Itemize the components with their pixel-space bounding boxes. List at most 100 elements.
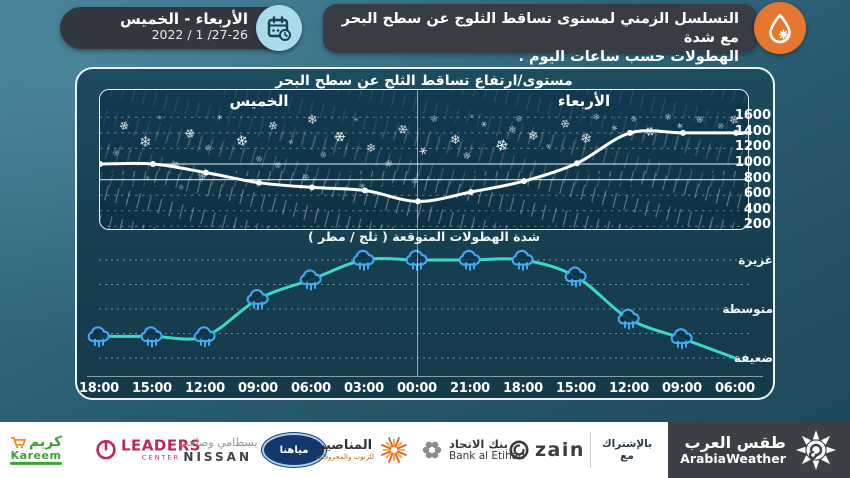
intensity-level-label: ضعيفة [733, 351, 773, 365]
snow-level-point [733, 129, 739, 136]
rain-cloud-icon [352, 249, 375, 271]
day-label-thursday: الخميس [229, 92, 289, 110]
time-tick-label: 03:00 [344, 381, 384, 396]
rain-streaks-layer [100, 90, 748, 153]
time-tick-label: 18:00 [79, 381, 119, 396]
time-axis: 18:00 15:00 12:00 09:00 06:00 03:00 00:00 21:00… [79, 381, 755, 401]
sponsor-leaders-logo: LEADERS CENTER [96, 436, 201, 462]
time-tick-label: 06:00 [715, 381, 755, 396]
rain-cloud-icon [670, 328, 693, 350]
power-button-icon [96, 440, 116, 460]
x-axis-baseline [87, 376, 763, 377]
time-tick-label: 09:00 [662, 381, 702, 396]
shopping-cart-icon [11, 436, 26, 449]
arabiaweather-brand-block: طقس العرب ArabiaWeather [668, 422, 850, 478]
manaseer-subtitle: للزيوت والمحروقات [316, 452, 375, 461]
rain-cloud-icon [405, 249, 428, 271]
rain-cloud-icon [140, 326, 163, 348]
kareem-underline [10, 462, 63, 466]
date-badge-days: الأربعاء - الخميس [120, 10, 248, 28]
time-tick-label: 15:00 [556, 381, 596, 396]
miyahuna-name: مياهنا [279, 444, 309, 456]
snow-level-point [150, 161, 156, 167]
time-tick-label: 09:00 [238, 381, 278, 396]
leaders-subtitle: CENTER [141, 453, 181, 462]
y-axis-tick-label: 1400 [734, 124, 771, 139]
kareem-english-name: Kareem [10, 448, 62, 462]
day-label-wednesday: الأربعاء [557, 92, 611, 110]
intensity-plot [87, 249, 749, 360]
snow-level-point [415, 198, 421, 205]
time-tick-label: 00:00 [397, 381, 437, 396]
date-badge: الأربعاء - الخميس 2022 / 1 /27-26 [60, 5, 302, 51]
time-tick-label: 06:00 [291, 381, 331, 396]
snowflake-icon: ❄ [592, 113, 601, 123]
sunburst-icon [381, 437, 407, 463]
rain-cloud-icon [193, 326, 216, 348]
sponsor-miyahuna-logo: مياهنا [262, 433, 326, 467]
rain-cloud-icon [511, 249, 534, 271]
y-axis-tick-label: 800 [743, 171, 771, 186]
sponsor-nissan-logo: بسطامي وصاحب NISSAN [178, 437, 257, 463]
y-axis-tick-label: 1000 [734, 155, 771, 170]
bank-rosette-icon [422, 441, 442, 459]
raindrop-snowflake-icon [754, 2, 806, 54]
snow-level-point [680, 129, 686, 136]
snow-level-point [574, 160, 580, 167]
calendar-clock-icon [256, 5, 302, 51]
infographic-title-line2: الهطولات حسب ساعات اليوم . [518, 49, 739, 66]
arabiaweather-sun-icon [795, 430, 836, 470]
manaseer-name: المناصير [317, 438, 373, 453]
title-badge: التسلسل الزمني لمستوى تساقط الثلوج عن سط… [323, 4, 757, 65]
infographic-title-line1: التسلسل الزمني لمستوى تساقط الثلوج عن سط… [341, 11, 739, 47]
leaders-name: LEADERS [121, 436, 201, 455]
day-divider-line [417, 90, 418, 376]
y-axis-tick-label: 600 [743, 186, 771, 201]
sponsor-zain-logo: zain [508, 439, 585, 461]
snow-level-point [203, 169, 209, 176]
rain-cloud-icon [246, 288, 269, 311]
snow-level-plot [100, 116, 748, 227]
snow-level-chart: ❄ ❄ ❄ * ❄ ❄ ❄ * ❄ ❄ ❄ * ❄ ❄ ❄ * ❄ ❄ ❄ * ❄ ❄ ❄ * ❄ ❄ ❄ * ❄ ❄ ❄ * ❄ ❄ ❄ * ❄ ❄ ❄ *… [99, 89, 749, 230]
nissan-name: NISSAN [183, 449, 252, 464]
rain-streaks-layer [100, 131, 748, 188]
bank-arabic-name: بنك الاتحاد [449, 436, 509, 451]
time-tick-label: 21:00 [450, 381, 490, 396]
partnership-label: بالإشتراك مع [601, 438, 653, 462]
y-axis-tick-label: 400 [743, 202, 771, 217]
y-axis-tick-label: 1200 [734, 139, 771, 154]
zain-swirl-icon [509, 440, 529, 460]
brand-english-name: ArabiaWeather [680, 450, 786, 466]
snow-chart-title: مستوى/ارتفاع تساقط الثلج عن سطح البحر [275, 73, 573, 89]
sponsor-kareem-logo: كريم Kareem [10, 433, 63, 466]
footer-divider [590, 432, 591, 468]
miyahuna-oval: مياهنا [262, 433, 326, 467]
kareem-arabic-name: كريم [29, 433, 63, 450]
snow-level-point [362, 187, 368, 194]
rain-cloud-icon [299, 269, 322, 291]
time-tick-label: 12:00 [185, 381, 225, 396]
y-axis-tick-label: 1600 [734, 108, 771, 123]
snow-level-line [100, 129, 748, 203]
bank-english-name: Bank al Etihad [449, 450, 525, 463]
zain-name: zain [535, 439, 585, 461]
date-badge-date: 2022 / 1 /27-26 [151, 27, 248, 43]
brand-arabic-name: طقس العرب [684, 433, 786, 453]
time-tick-label: 15:00 [132, 381, 172, 396]
chart-panel: مستوى/ارتفاع تساقط الثلج عن سطح البحر ❄ ❄… [75, 67, 775, 400]
rain-cloud-icon [87, 326, 110, 348]
rain-cloud-icon [564, 266, 587, 288]
snow-level-point [100, 161, 103, 167]
sponsors-footer: كريم Kareem LEADERS CENTER بسطامي وصاحب … [0, 422, 850, 478]
intensity-chart [87, 249, 749, 376]
nissan-dealer-arabic: بسطامي وصاحب [178, 435, 258, 449]
intensity-level-label: غزيرة [738, 253, 773, 267]
snow-level-point [627, 129, 633, 136]
rain-cloud-icon [617, 308, 640, 330]
intensity-chart-title: شدة الهطولات المتوقعة ( ثلج / مطر ) [307, 229, 541, 244]
snow-level-point [521, 178, 527, 185]
sponsor-manaseer-logo: المناصير للزيوت والمحروقات [316, 435, 409, 465]
time-tick-label: 12:00 [609, 381, 649, 396]
snow-level-point [468, 189, 474, 195]
